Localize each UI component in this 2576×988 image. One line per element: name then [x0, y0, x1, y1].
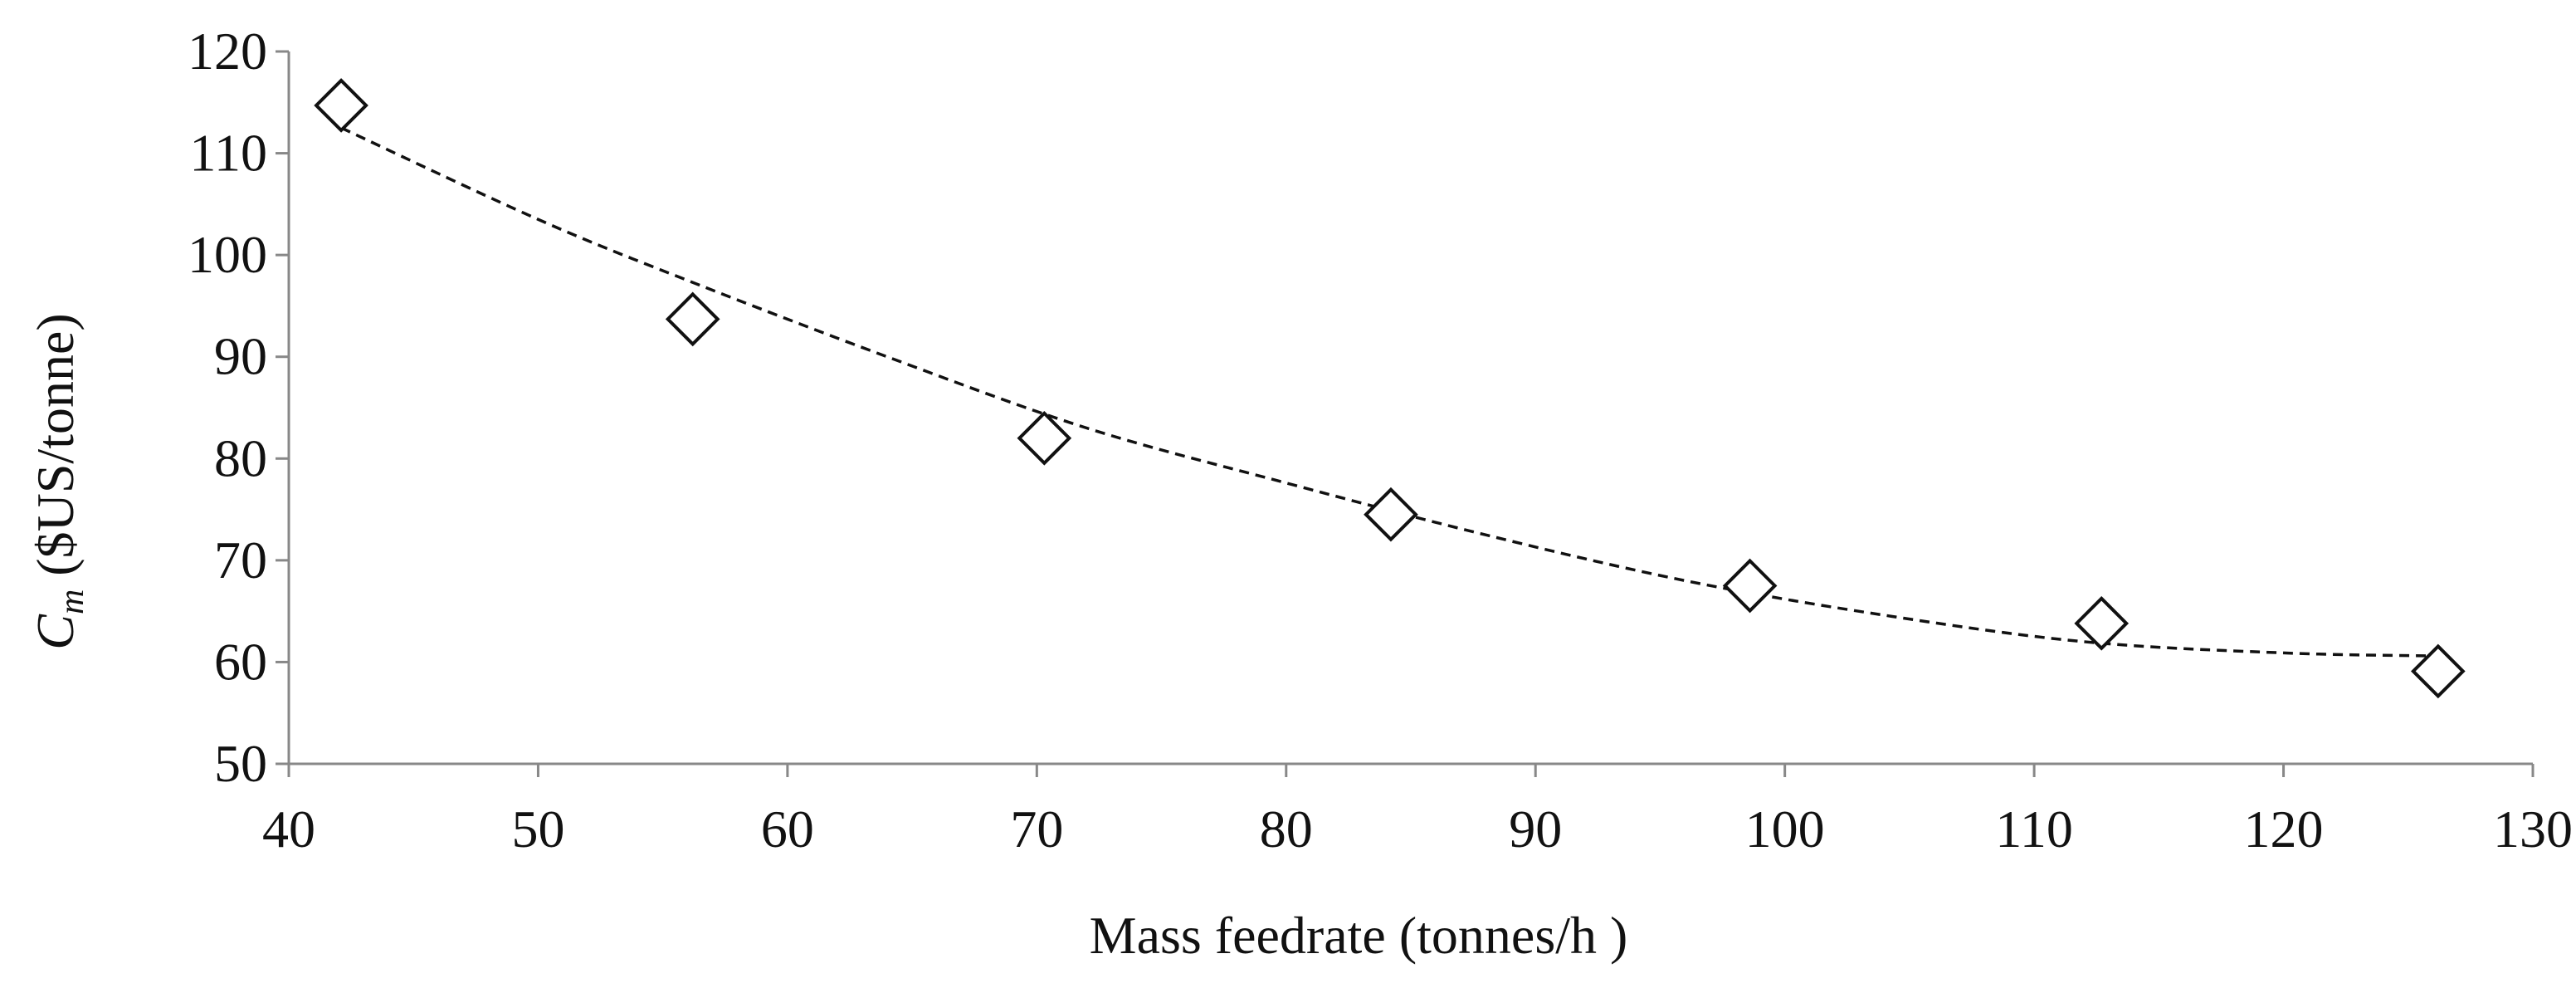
- trend-line: [340, 126, 2438, 658]
- x-tick-label: 80: [1260, 800, 1313, 858]
- y-axis-title-subscript: m: [53, 589, 91, 614]
- y-axis-title-units: ($US/tonne): [26, 313, 85, 589]
- x-tick-label: 120: [2244, 800, 2324, 858]
- y-tick-label: 100: [188, 225, 267, 284]
- data-point-diamond: [2411, 643, 2466, 699]
- y-tick-label: 120: [188, 22, 267, 81]
- y-tick-label: 50: [214, 734, 267, 793]
- x-axis-title: Mass feedrate (tonnes/h ): [1090, 906, 1628, 965]
- y-tick-label: 60: [214, 632, 267, 691]
- x-ticks: 40 50 60 70 80 90 100 110 120 130: [262, 764, 2573, 858]
- y-axis-title: Cm ($US/tonne): [26, 313, 91, 649]
- x-tick-label: 130: [2493, 800, 2573, 858]
- x-tick-label: 50: [511, 800, 564, 858]
- data-points: [314, 78, 2466, 699]
- y-tick-label: 80: [214, 428, 267, 487]
- data-point-diamond: [2074, 596, 2130, 651]
- data-point-diamond: [1017, 410, 1072, 466]
- data-point-diamond: [1364, 487, 1418, 542]
- x-tick-label: 110: [1995, 800, 2073, 858]
- data-point-diamond: [665, 291, 720, 347]
- y-tick-label: 70: [214, 531, 267, 589]
- data-point-diamond: [314, 78, 368, 133]
- x-tick-label: 60: [761, 800, 814, 858]
- x-tick-label: 100: [1745, 800, 1825, 858]
- x-tick-label: 40: [262, 800, 315, 858]
- y-tick-label: 90: [214, 327, 267, 386]
- data-point-diamond: [1722, 558, 1778, 614]
- y-axis-title-symbol: C: [26, 614, 85, 650]
- axes: [287, 51, 2533, 765]
- x-tick-label: 70: [1010, 800, 1063, 858]
- x-tick-label: 90: [1509, 800, 1562, 858]
- y-ticks: 50 60 70 80 90 100 110 120: [188, 22, 289, 793]
- y-tick-label: 110: [189, 124, 267, 183]
